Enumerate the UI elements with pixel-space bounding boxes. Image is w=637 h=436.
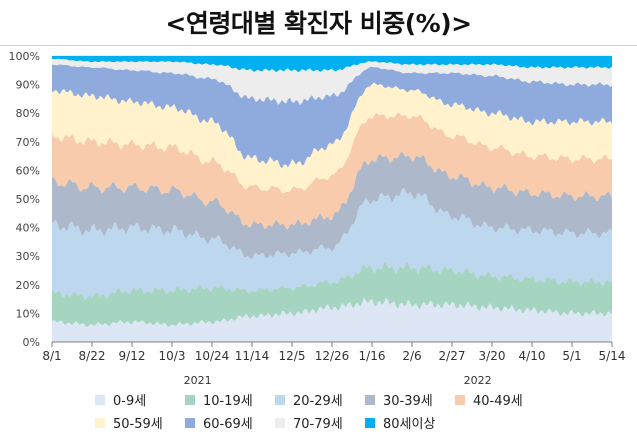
stacked-area-chart: 0% 10% 20% 30% 40% 50% 60% 70% 80% 90% 100% 8/1 8/22…	[9, 50, 626, 386]
y-tick-label: 60%	[16, 164, 40, 177]
x-tick-label: 3/20	[479, 349, 506, 363]
y-tick-label: 20%	[16, 279, 40, 292]
legend-item: 0-9세	[95, 390, 146, 409]
area-series	[52, 188, 612, 300]
x-tick-label: 10/3	[159, 349, 186, 363]
x-tick-label: 12/26	[315, 349, 350, 363]
year-label: 2021	[184, 374, 212, 386]
chart-title: <연령대별 확진자 비중(%)>	[165, 9, 472, 38]
y-tick-label: 90%	[16, 79, 40, 92]
legend-label: 60-69세	[203, 417, 253, 432]
legend-swatch	[275, 394, 285, 405]
area-series	[52, 56, 612, 73]
y-tick-label: 100%	[9, 50, 40, 63]
x-tick-label: 1/16	[359, 349, 386, 363]
legend-swatch	[95, 417, 105, 428]
area-series	[52, 151, 612, 260]
legend-label: 50-59세	[113, 417, 163, 432]
x-tick-label: 2/27	[439, 349, 466, 363]
legend-swatch	[365, 394, 375, 405]
x-tick-label: 12/5	[279, 349, 306, 363]
area-series	[52, 82, 612, 194]
legend-label: 0-9세	[113, 394, 147, 409]
legend-label: 80세이상	[383, 417, 436, 432]
area-series	[52, 58, 612, 106]
y-tick-label: 10%	[16, 307, 40, 320]
legend-swatch	[275, 417, 285, 428]
legend-label: 40-49세	[473, 394, 523, 409]
legend-label: 70-79세	[293, 417, 343, 432]
legend-item: 80세이상	[365, 413, 435, 432]
legend: 0-9세 10-19세 20-29세 30-39세 40-49세 50-59세 60-69세…	[0, 386, 637, 436]
legend-item: 60-69세	[185, 413, 253, 432]
legend-item: 50-59세	[95, 413, 163, 432]
year-label: 2022	[464, 374, 492, 386]
legend-label: 20-29세	[293, 394, 343, 409]
x-tick-label: 5/1	[562, 349, 581, 363]
y-tick-label: 0%	[23, 336, 40, 349]
x-tick-label: 4/10	[519, 349, 546, 363]
x-tick-label: 8/22	[79, 349, 106, 363]
x-tick-label: 2/6	[402, 349, 421, 363]
x-tick-label: 8/1	[42, 349, 61, 363]
y-tick-label: 30%	[16, 250, 40, 263]
area-series	[52, 112, 612, 230]
x-tick-label: 10/24	[195, 349, 230, 363]
legend-item: 10-19세	[185, 390, 253, 409]
legend-swatch	[185, 417, 195, 428]
legend-swatch	[365, 417, 375, 428]
legend-label: 30-39세	[383, 394, 433, 409]
legend-item: 40-49세	[455, 390, 523, 409]
legend-swatch	[185, 394, 195, 405]
area-series	[52, 64, 612, 169]
y-tick-label: 80%	[16, 107, 40, 120]
title-divider	[0, 45, 637, 46]
y-tick-label: 50%	[16, 193, 40, 206]
legend-swatch	[95, 394, 105, 405]
x-tick-label: 9/12	[119, 349, 146, 363]
y-tick-label: 70%	[16, 136, 40, 149]
legend-swatch	[455, 394, 465, 405]
y-tick-label: 40%	[16, 222, 40, 235]
legend-label: 10-19세	[203, 394, 253, 409]
legend-item: 20-29세	[275, 390, 343, 409]
area-series	[52, 297, 612, 342]
x-tick-label: 11/14	[235, 349, 270, 363]
legend-item: 70-79세	[275, 413, 343, 432]
legend-item: 30-39세	[365, 390, 433, 409]
x-tick-label: 5/14	[599, 349, 626, 363]
area-series	[52, 262, 612, 327]
